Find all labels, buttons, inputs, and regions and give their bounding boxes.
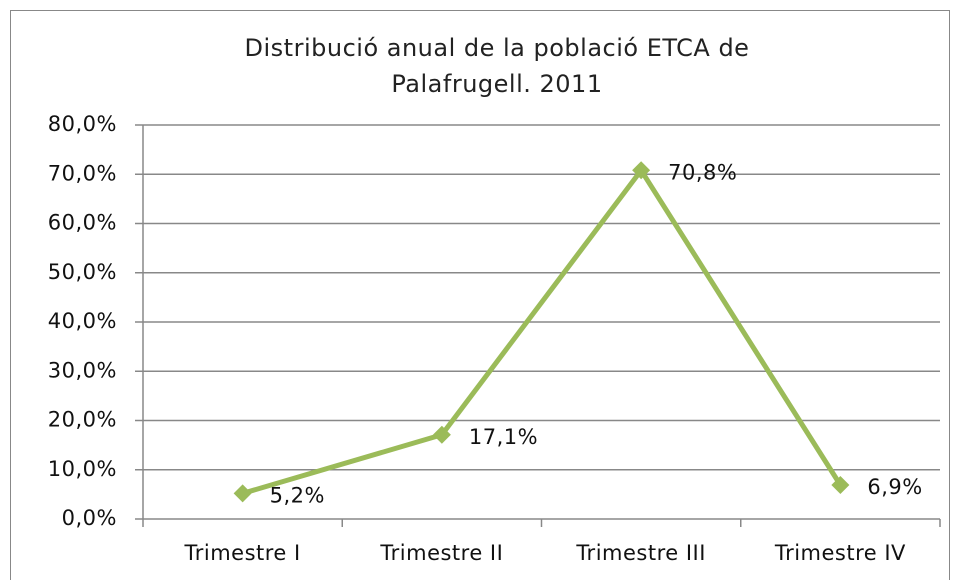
data-label: 6,9% [867, 475, 922, 499]
y-tick-label: 70,0% [48, 161, 117, 185]
marker [233, 484, 252, 503]
data-label: 70,8% [668, 160, 737, 184]
y-tick-label: 20,0% [48, 408, 117, 432]
x-tick-label: Trimestre IV [774, 541, 906, 565]
y-tick-label: 10,0% [48, 457, 117, 481]
y-tick-label: 60,0% [48, 211, 117, 235]
y-tick-label: 0,0% [62, 506, 117, 530]
chart-border [10, 10, 950, 580]
data-label: 17,1% [469, 425, 538, 449]
marker [632, 161, 651, 180]
marker [432, 425, 451, 444]
marker [831, 476, 850, 495]
chart-title: Distribució anual de la població ETCA de… [244, 34, 750, 98]
x-tick-label: Trimestre II [379, 541, 503, 565]
x-tick-label: Trimestre I [184, 541, 301, 565]
y-tick-label: 30,0% [48, 358, 117, 382]
line [241, 167, 843, 496]
data-label: 5,2% [270, 483, 325, 507]
y-tick-label: 80,0% [48, 112, 117, 136]
y-tick-label: 40,0% [48, 309, 117, 333]
x-tick-label: Trimestre III [575, 541, 706, 565]
y-tick-label: 50,0% [48, 260, 117, 284]
